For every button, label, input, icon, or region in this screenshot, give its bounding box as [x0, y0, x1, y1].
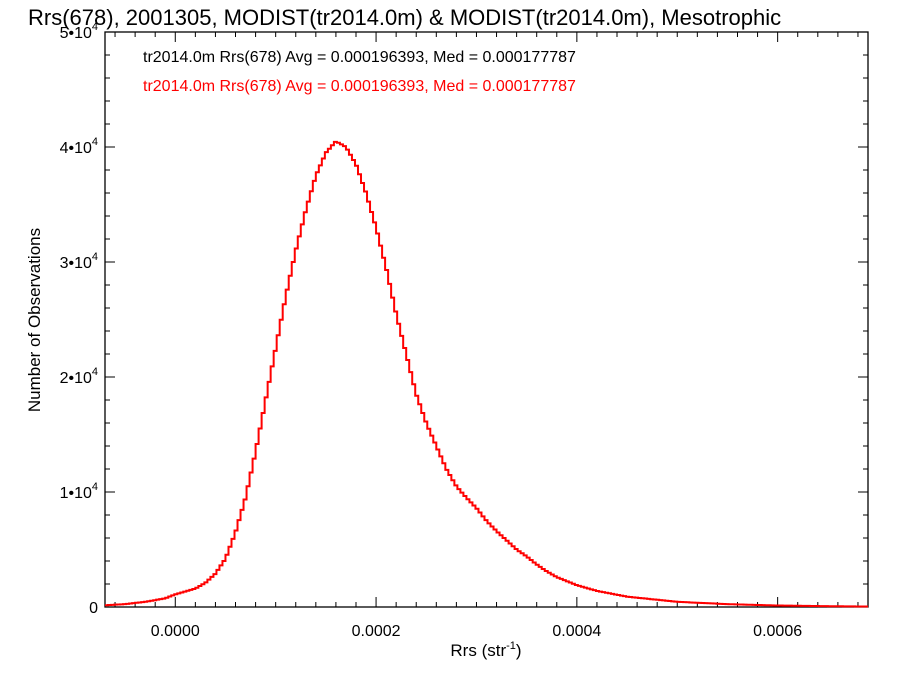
- chart-title: Rrs(678), 2001305, MODIST(tr2014.0m) & M…: [28, 5, 781, 30]
- y-tick-mantissa: 5•10: [60, 25, 92, 42]
- x-tick-label: 0.0002: [352, 623, 401, 640]
- y-tick-exponent: 4: [92, 481, 98, 493]
- y-axis-label: Number of Observations: [25, 228, 44, 412]
- y-tick-label: 2•104: [60, 366, 98, 387]
- y-tick-mantissa: 0: [89, 600, 98, 617]
- y-tick-label: 5•104: [60, 21, 98, 42]
- histogram-series-line: [105, 140, 868, 608]
- y-tick-mantissa: 4•10: [60, 140, 92, 157]
- legend-entry-red: tr2014.0m Rrs(678) Avg = 0.000196393, Me…: [143, 78, 576, 95]
- x-tick-label: 0.0000: [151, 623, 200, 640]
- y-tick-label: 1•104: [60, 481, 98, 502]
- x-tick-label: 0.0004: [552, 623, 601, 640]
- plot-frame: [104, 31, 869, 608]
- series-layer: [105, 140, 868, 608]
- y-tick-mantissa: 1•10: [60, 485, 92, 502]
- x-axis-label-sup: -1: [506, 640, 516, 652]
- y-tick-exponent: 4: [92, 21, 98, 33]
- y-tick-exponent: 4: [92, 366, 98, 378]
- x-axis-label-close: ): [516, 641, 522, 660]
- legend: tr2014.0m Rrs(678) Avg = 0.000196393, Me…: [143, 49, 576, 95]
- y-tick-exponent: 4: [92, 251, 98, 263]
- y-tick-label: 4•104: [60, 136, 98, 157]
- x-axis: 0.0000 0.0002 0.0004 0.0006: [114, 32, 859, 640]
- y-tick-exponent: 4: [92, 136, 98, 148]
- x-axis-label-main: Rrs (str: [450, 641, 506, 660]
- y-tick-label: 0: [89, 600, 98, 617]
- y-tick-mantissa: 3•10: [60, 255, 92, 272]
- x-axis-label: Rrs (str-1): [450, 640, 521, 660]
- y-tick-mantissa: 2•10: [60, 370, 92, 387]
- legend-entry-black: tr2014.0m Rrs(678) Avg = 0.000196393, Me…: [143, 49, 576, 66]
- x-tick-label: 0.0006: [753, 623, 802, 640]
- y-tick-label: 3•104: [60, 251, 98, 272]
